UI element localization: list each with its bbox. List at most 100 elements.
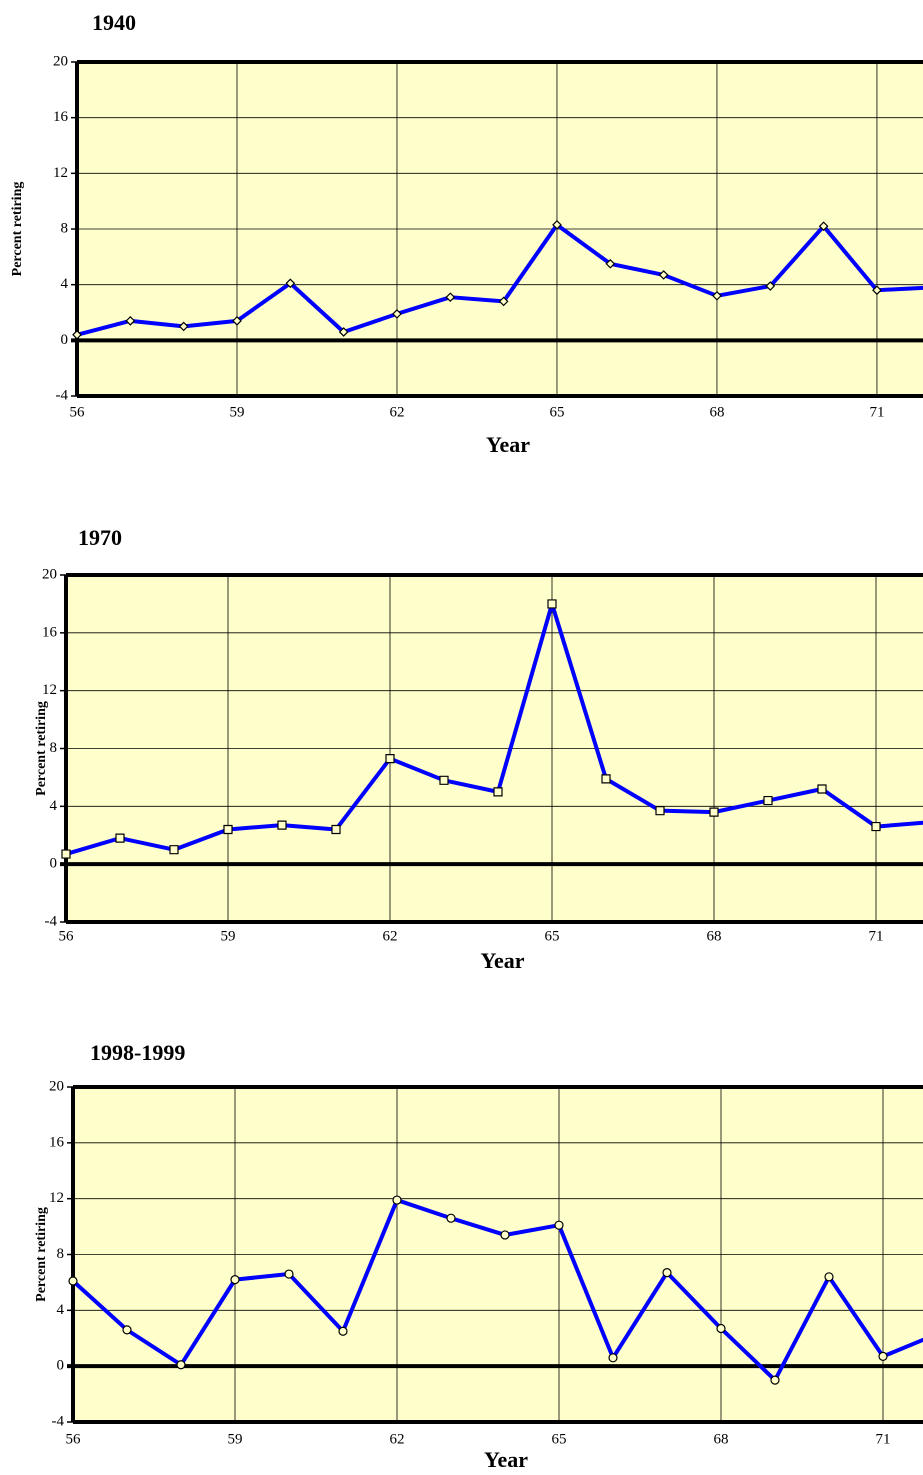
marker	[817, 784, 827, 794]
x-tick-label: 65	[549, 404, 564, 420]
y-tick-label: 20	[53, 53, 68, 69]
y-tick-label: 12	[42, 682, 57, 698]
x-tick-label: 56	[70, 404, 86, 420]
marker	[871, 821, 881, 832]
x-tick-label: 62	[389, 404, 404, 420]
x-axis-label: Year	[481, 948, 525, 973]
marker	[709, 807, 719, 817]
marker	[125, 316, 136, 326]
marker	[68, 1276, 78, 1286]
marker	[608, 1353, 618, 1363]
x-axis-label: Year	[486, 432, 530, 457]
y-tick-label: -4	[56, 387, 69, 403]
marker	[824, 1272, 834, 1282]
marker	[716, 1323, 726, 1334]
y-tick-label: 20	[42, 566, 57, 582]
marker	[605, 258, 616, 269]
y-tick-label: -4	[45, 913, 58, 929]
x-tick-label: 59	[229, 404, 244, 420]
chart: 1970 -4 0 4 8 12 16 20 56 59 62 65 68 71 Year Percent r…	[34, 525, 923, 973]
x-tick-label: 59	[221, 928, 236, 944]
marker	[331, 824, 341, 835]
marker	[72, 329, 82, 340]
y-tick-label: -4	[52, 1413, 65, 1429]
marker	[232, 316, 242, 326]
marker	[498, 296, 509, 307]
marker	[392, 309, 402, 319]
y-axis-label: Percent retiring	[10, 182, 25, 277]
chart: 1940 -4 0 4 8 12 16 20 56 59 62 65 68 71 Year Percent r…	[10, 10, 923, 457]
x-tick-label: 65	[545, 928, 560, 944]
chart-title: 1970	[78, 525, 122, 550]
x-tick-label: 59	[228, 1431, 243, 1447]
y-tick-label: 0	[57, 1358, 65, 1374]
marker	[284, 1269, 294, 1279]
x-tick-label: 56	[59, 928, 75, 944]
chart-title: 1998-1999	[90, 1040, 185, 1065]
marker	[445, 292, 456, 303]
y-tick-label: 8	[50, 740, 58, 756]
marker	[712, 290, 722, 301]
marker	[601, 774, 611, 784]
y-tick-label: 8	[61, 220, 69, 236]
y-tick-label: 16	[42, 624, 58, 640]
y-tick-label: 4	[61, 276, 69, 292]
y-tick-label: 0	[50, 856, 58, 872]
marker	[338, 1326, 348, 1336]
y-tick-label: 12	[49, 1190, 64, 1206]
marker	[770, 1375, 780, 1385]
y-axis-label: Percent retiring	[34, 701, 49, 796]
y-tick-label: 20	[49, 1078, 64, 1094]
marker	[176, 1360, 186, 1370]
marker	[338, 327, 349, 337]
x-tick-label: 71	[869, 928, 884, 944]
x-tick-label: 65	[552, 1431, 567, 1447]
chart: 1998-1999 -4 0 4 8 12 16 20 56 59 62 65 68 71 Year Perc…	[34, 1040, 923, 1472]
marker	[392, 1195, 402, 1205]
marker	[115, 833, 125, 843]
marker	[178, 321, 189, 332]
marker	[61, 849, 71, 859]
marker	[500, 1230, 510, 1240]
marker	[277, 820, 287, 830]
x-tick-label: 71	[869, 404, 884, 420]
marker	[765, 281, 776, 291]
marker	[658, 270, 669, 280]
x-tick-label: 68	[707, 928, 722, 944]
y-tick-label: 16	[49, 1134, 65, 1150]
marker	[285, 278, 296, 289]
y-tick-label: 4	[57, 1302, 65, 1318]
marker	[122, 1325, 132, 1335]
marker	[493, 787, 503, 797]
y-tick-label: 0	[61, 332, 69, 348]
x-tick-label: 62	[383, 928, 398, 944]
marker	[818, 221, 829, 232]
marker	[230, 1275, 240, 1285]
x-tick-label: 71	[876, 1431, 891, 1447]
marker	[223, 824, 233, 835]
x-tick-label: 62	[390, 1431, 405, 1447]
marker	[385, 754, 395, 764]
marker	[169, 845, 179, 855]
chart-title: 1940	[92, 10, 136, 35]
y-tick-label: 16	[53, 109, 69, 125]
x-axis-label: Year	[484, 1447, 528, 1472]
x-tick-label: 68	[709, 404, 724, 420]
marker	[763, 795, 773, 806]
y-axis-label: Percent retiring	[34, 1207, 49, 1302]
marker	[552, 219, 562, 230]
marker	[662, 1268, 672, 1278]
marker	[878, 1351, 888, 1361]
marker	[446, 1213, 456, 1223]
marker	[872, 285, 882, 296]
y-tick-label: 12	[53, 165, 68, 181]
marker	[439, 775, 449, 785]
marker	[554, 1220, 564, 1230]
x-tick-label: 68	[714, 1431, 729, 1447]
marker	[547, 599, 557, 609]
y-tick-label: 4	[50, 798, 58, 814]
marker	[655, 806, 665, 816]
y-tick-label: 8	[57, 1246, 65, 1262]
x-tick-label: 56	[66, 1431, 82, 1447]
